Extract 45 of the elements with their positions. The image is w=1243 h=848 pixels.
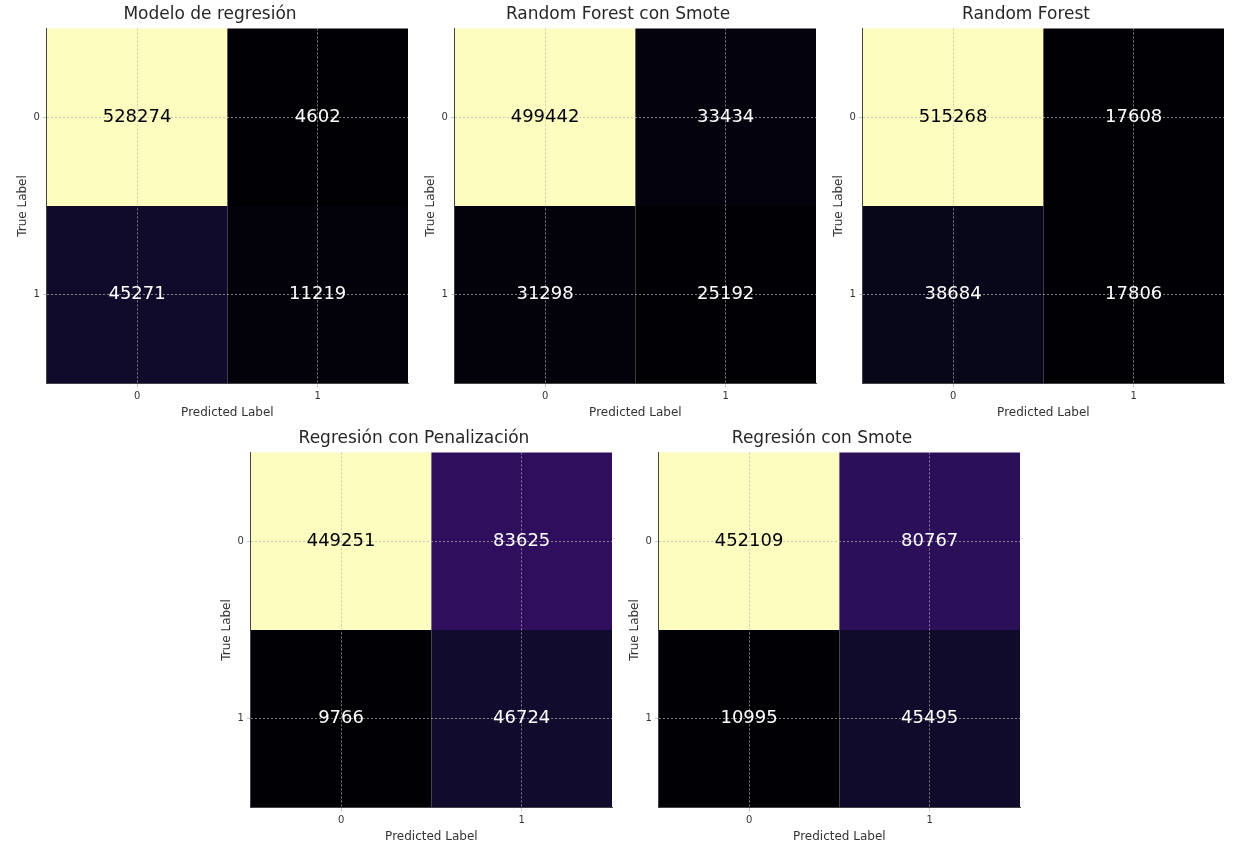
x-axis-title: Predicted Label (792, 828, 886, 843)
data-label: 17608 (1104, 104, 1162, 126)
data-label: 46724 (492, 706, 550, 728)
chart-title: Regresión con Penalización (298, 426, 529, 447)
data-label: 4602 (294, 104, 341, 126)
data-label: 45495 (900, 706, 958, 728)
data-label: 38684 (923, 282, 982, 304)
chart-title: Random Forest con Smote (505, 2, 730, 23)
x-axis-title: Predicted Label (588, 404, 682, 419)
data-label: 449251 (306, 528, 375, 550)
x-tick-label: 1 (314, 390, 321, 402)
x-axis-title: Predicted Label (996, 404, 1090, 419)
data-label: 83625 (492, 528, 550, 550)
x-axis-title: Predicted Label (384, 828, 478, 843)
x-tick-label: 1 (926, 814, 933, 826)
x-tick-label: 1 (722, 390, 729, 402)
x-tick-label: 1 (518, 814, 525, 826)
y-axis-title: True Label (218, 599, 233, 662)
x-tick-label: 0 (133, 390, 140, 402)
data-label: 25192 (696, 282, 754, 304)
x-tick-label: 0 (541, 390, 548, 402)
data-label: 452109 (714, 528, 783, 550)
data-label: 10995 (719, 706, 778, 728)
x-tick-label: 0 (337, 814, 344, 826)
y-axis-title: True Label (422, 175, 437, 238)
data-label: 515268 (918, 104, 987, 126)
x-tick-label: 1 (1130, 390, 1137, 402)
data-label: 80767 (900, 528, 958, 550)
x-tick-label: 0 (745, 814, 752, 826)
data-label: 17806 (1104, 282, 1162, 304)
data-label: 9766 (317, 706, 364, 728)
data-label: 45271 (107, 282, 166, 304)
x-axis-title: Predicted Label (180, 404, 274, 419)
data-label: 31298 (515, 282, 574, 304)
x-tick-label: 0 (949, 390, 956, 402)
y-axis-title: True Label (626, 599, 641, 662)
chart-title: Regresión con Smote (731, 426, 912, 447)
y-axis-title: True Label (14, 175, 29, 238)
data-label: 33434 (696, 104, 754, 126)
chart-title: Random Forest (961, 2, 1090, 23)
data-label: 528274 (102, 104, 171, 126)
y-axis-title: True Label (830, 175, 845, 238)
chart-title: Modelo de regresión (122, 2, 297, 23)
data-label: 11219 (288, 282, 346, 304)
data-label: 499442 (510, 104, 579, 126)
